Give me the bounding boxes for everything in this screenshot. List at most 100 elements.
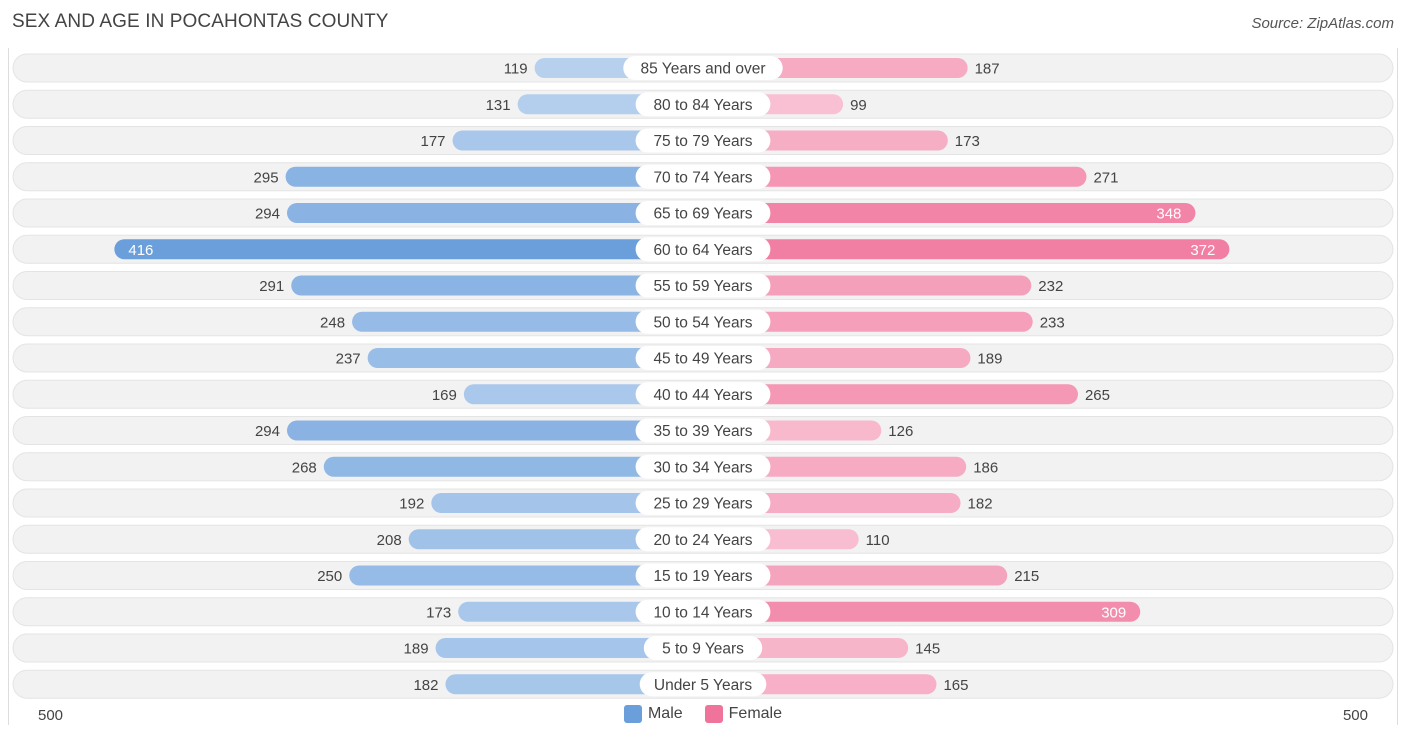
value-label-male: 177 <box>421 133 446 150</box>
bar-female <box>703 275 1032 296</box>
value-label-female: 173 <box>955 133 980 150</box>
legend-swatch-female <box>704 705 723 723</box>
value-label-female: 348 <box>1156 206 1181 223</box>
row-17: 182 165 Under 5 Years <box>12 669 1394 699</box>
category-label-background <box>635 346 771 370</box>
category-label-background <box>635 309 771 334</box>
value-label-female: 372 <box>1190 242 1215 259</box>
bar-female <box>703 203 1196 223</box>
legend-label-female: Female <box>728 705 783 722</box>
row-12: 192 182 25 to 29 Years <box>12 488 1394 518</box>
legend-swatch-male <box>623 705 642 723</box>
legend-item-male[interactable]: Male <box>623 705 683 723</box>
row-1: 131 99 80 to 84 Years <box>12 89 1394 119</box>
row-8: 237 189 45 to 49 Years <box>12 343 1394 373</box>
category-label-background <box>635 382 771 407</box>
bar-female <box>703 565 1008 586</box>
source-label: Source: ZipAtlas.com <box>1251 15 1394 32</box>
bar-female <box>703 166 1087 187</box>
legend-item-female[interactable]: Female <box>704 705 783 723</box>
row-6: 291 232 55 to 59 Years <box>12 271 1394 300</box>
category-label: 55 to 59 Years <box>653 278 752 295</box>
bar-male <box>323 456 703 477</box>
bar-female <box>703 601 1141 622</box>
bar-male <box>286 203 703 223</box>
bar-male <box>349 565 703 586</box>
value-label-male: 173 <box>426 604 451 621</box>
bar-male <box>291 275 703 296</box>
bar-male <box>408 529 703 550</box>
category-label-background <box>643 636 763 660</box>
row-5: 416 372 60 to 64 Years <box>12 234 1394 264</box>
value-label-male: 182 <box>413 677 438 694</box>
value-label-female: 232 <box>1038 278 1063 295</box>
bar-male <box>285 166 703 187</box>
value-label-male: 268 <box>292 459 317 476</box>
bar-female <box>703 239 1230 260</box>
category-label-background <box>639 672 767 697</box>
bar-female <box>703 311 1033 332</box>
bar-male <box>435 638 703 658</box>
category-label-background <box>635 563 771 588</box>
category-label-background <box>635 201 771 225</box>
value-label-male: 294 <box>255 206 280 223</box>
category-label-background <box>635 237 771 262</box>
bar-male <box>352 311 703 332</box>
bar-female <box>703 384 1078 405</box>
value-label-male: 291 <box>259 278 284 295</box>
value-label-male: 131 <box>486 97 511 114</box>
category-label: 25 to 29 Years <box>653 496 752 513</box>
value-label-female: 271 <box>1093 169 1118 186</box>
category-label: 5 to 9 Years <box>662 641 744 658</box>
row-15: 173 309 10 to 14 Years <box>12 597 1394 627</box>
category-label: 10 to 14 Years <box>653 604 752 621</box>
category-label-background <box>635 128 771 153</box>
value-label-male: 295 <box>254 169 279 186</box>
category-label-background <box>635 164 771 189</box>
row-10: 294 126 35 to 39 Years <box>12 416 1394 445</box>
value-label-female: 99 <box>850 97 867 114</box>
row-9: 169 265 40 to 44 Years <box>12 379 1394 409</box>
bar-male <box>367 348 703 368</box>
value-label-female: 182 <box>968 496 993 513</box>
category-label: 70 to 74 Years <box>653 169 752 186</box>
value-label-female: 110 <box>866 532 890 549</box>
row-11: 268 186 30 to 34 Years <box>12 452 1394 482</box>
category-label: 40 to 44 Years <box>653 387 752 404</box>
bar-male <box>431 493 703 513</box>
category-label: 60 to 64 Years <box>653 242 752 259</box>
value-label-male: 416 <box>128 242 153 259</box>
category-label: 20 to 24 Years <box>653 532 752 549</box>
value-label-female: 145 <box>915 641 940 658</box>
axis-max-label: 500 <box>1342 707 1368 724</box>
category-label: 75 to 79 Years <box>653 133 752 150</box>
value-label-female: 189 <box>977 351 1002 368</box>
value-label-female: 186 <box>973 459 998 476</box>
category-label-background <box>635 418 771 443</box>
legend: Male Female <box>0 705 1406 723</box>
value-label-male: 169 <box>432 387 457 404</box>
row-7: 248 233 50 to 54 Years <box>12 307 1394 337</box>
row-0: 119 187 85 Years and over <box>12 53 1394 83</box>
category-label: 30 to 34 Years <box>653 459 752 476</box>
category-label-background <box>635 491 771 515</box>
value-label-male: 248 <box>320 314 345 331</box>
value-label-female: 126 <box>888 423 913 440</box>
bar-male <box>286 420 703 441</box>
value-label-female: 233 <box>1040 314 1065 331</box>
category-label: 45 to 49 Years <box>653 351 752 368</box>
value-label-male: 189 <box>404 641 429 658</box>
row-13: 208 110 20 to 24 Years <box>12 524 1394 554</box>
value-label-male: 294 <box>255 423 280 440</box>
category-label: Under 5 Years <box>654 677 752 694</box>
axis-min-label: 500 <box>38 707 64 724</box>
category-label-background <box>635 527 771 552</box>
category-label-background <box>635 273 771 298</box>
row-16: 189 145 5 to 9 Years <box>12 633 1394 663</box>
value-label-male: 119 <box>504 61 528 78</box>
value-label-female: 187 <box>975 61 1000 78</box>
category-label: 50 to 54 Years <box>653 314 752 331</box>
bar-male <box>114 239 704 260</box>
value-label-male: 250 <box>317 568 342 585</box>
